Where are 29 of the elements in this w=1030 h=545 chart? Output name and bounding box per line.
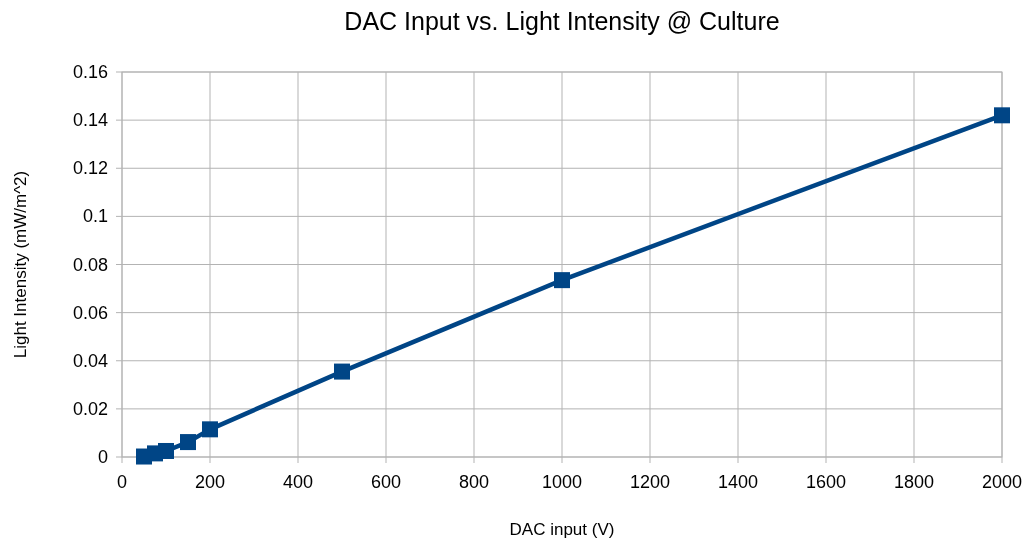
- x-tick-label: 800: [458, 472, 490, 492]
- y-tick-label: 0.1: [82, 206, 108, 227]
- x-tick-label: 1000: [541, 472, 583, 492]
- y-tick-label: 0: [97, 447, 108, 467]
- point: [554, 272, 570, 289]
- x-axis-title: DAC input (V): [509, 520, 615, 539]
- chart-title: DAC Input vs. Light Intensity @ Culture: [344, 7, 780, 35]
- y-tick-label: 0.06: [72, 302, 108, 323]
- point: [158, 442, 174, 459]
- x-tick-label: 400: [282, 472, 314, 492]
- x-tick-label: 1800: [893, 472, 935, 492]
- x-tick-label: 200: [194, 472, 226, 492]
- y-tick-label: 0.12: [72, 158, 108, 179]
- point: [202, 421, 218, 438]
- x-tick-label: 1600: [805, 472, 847, 492]
- y-tick-label: 0.14: [72, 110, 108, 131]
- y-axis-title: Light Intensity (mW/m^2): [11, 170, 30, 359]
- y-tick-label: 0.08: [72, 254, 108, 275]
- y-tick-label: 0.16: [72, 62, 108, 82]
- point: [334, 363, 350, 380]
- x-tick-label: 600: [370, 472, 402, 492]
- y-tick-label: 0.04: [72, 350, 108, 371]
- x-tick-label: 1200: [629, 472, 671, 492]
- point: [994, 107, 1010, 124]
- x-tick-label: 0: [116, 472, 128, 492]
- y-tick-label: 0.02: [72, 398, 108, 419]
- x-tick-label: 2000: [981, 472, 1023, 492]
- point: [180, 434, 196, 451]
- x-tick-label: 1400: [717, 472, 759, 492]
